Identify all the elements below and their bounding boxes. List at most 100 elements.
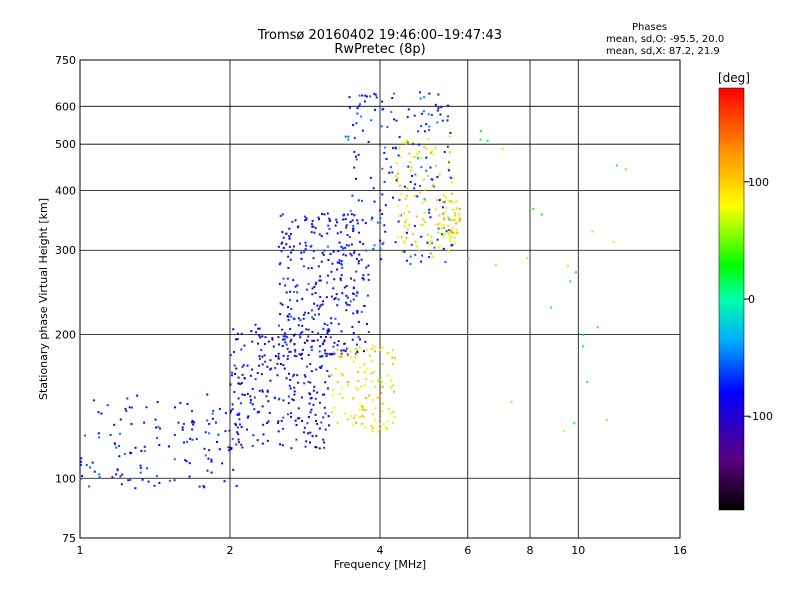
scatter-point [373, 92, 376, 95]
scatter-point [398, 146, 401, 149]
scatter-point [446, 145, 449, 148]
scatter-point [384, 204, 387, 207]
scatter-point [448, 200, 451, 203]
scatter-point [359, 241, 362, 244]
scatter-point [591, 230, 594, 233]
scatter-point [510, 400, 513, 403]
scatter-point [413, 187, 416, 190]
scatter-point [188, 462, 191, 465]
scatter-point [256, 372, 259, 375]
scatter-point [356, 107, 359, 110]
scatter-point [208, 432, 211, 435]
scatter-point [158, 444, 161, 447]
scatter-point [286, 277, 289, 280]
scatter-point [434, 208, 437, 211]
scatter-point [376, 396, 379, 399]
scatter-point [288, 372, 291, 375]
scatter-point [369, 95, 372, 98]
scatter-point [193, 421, 196, 424]
scatter-point [235, 443, 238, 446]
scatter-point [406, 187, 409, 190]
scatter-point [326, 387, 329, 390]
scatter-point [366, 294, 369, 297]
scatter-point [302, 313, 305, 316]
scatter-point [340, 330, 343, 333]
scatter-point [126, 397, 129, 400]
scatter-point [391, 421, 394, 424]
scatter-point [436, 175, 439, 178]
scatter-point [224, 430, 227, 433]
scatter-point [302, 431, 305, 434]
scatter-point [396, 172, 399, 175]
scatter-point [293, 373, 296, 376]
x-tick-label: 2 [227, 544, 234, 557]
scatter-point [426, 174, 429, 177]
scatter-point [282, 246, 285, 249]
scatter-point [155, 426, 158, 429]
scatter-point [287, 413, 290, 416]
scatter-point [390, 386, 393, 389]
scatter-point [300, 251, 303, 254]
scatter-point [379, 209, 382, 212]
scatter-point [287, 318, 290, 321]
scatter-point [294, 333, 297, 336]
y-tick-labels: 75 100 200 300 400 500 600 750 [55, 54, 76, 545]
scatter-point [283, 332, 286, 335]
scatter-point [373, 346, 376, 349]
scatter-point [349, 221, 352, 224]
scatter-point [281, 345, 284, 348]
scatter-point [376, 221, 379, 224]
scatter-point [319, 275, 322, 278]
scatter-point [143, 421, 146, 424]
scatter-point [356, 112, 359, 115]
scatter-point [317, 308, 320, 311]
scatter-point [442, 194, 445, 197]
scatter-point [356, 310, 359, 313]
scatter-point [411, 174, 414, 177]
scatter-point [362, 278, 365, 281]
y-tick-label: 400 [55, 184, 76, 197]
scatter-point [140, 449, 143, 452]
scatter-point [316, 339, 319, 342]
scatter-point [383, 224, 386, 227]
scatter-point [431, 183, 434, 186]
scatter-point [363, 100, 366, 103]
scatter-point [291, 220, 294, 223]
scatter-point [414, 195, 417, 198]
scatter-point [257, 342, 260, 345]
scatter-point [430, 241, 433, 244]
scatter-point [360, 115, 363, 118]
scatter-point [398, 184, 401, 187]
scatter-point [339, 278, 342, 281]
scatter-point [186, 403, 189, 406]
scatter-point [134, 446, 137, 449]
scatter-point [415, 245, 418, 248]
scatter-point [329, 219, 332, 222]
scatter-point [359, 385, 362, 388]
scatter-point [304, 241, 307, 244]
y-tick-label: 300 [55, 244, 76, 257]
scatter-point [277, 324, 280, 327]
scatter-point [259, 336, 262, 339]
scatter-point [313, 231, 316, 234]
scatter-point [181, 428, 184, 431]
scatter-point [412, 155, 415, 158]
scatter-point [419, 97, 422, 100]
scatter-point [340, 245, 343, 248]
scatter-point [251, 444, 254, 447]
scatter-point [281, 328, 284, 331]
scatter-point [420, 224, 423, 227]
scatter-point [341, 292, 344, 295]
scatter-point [293, 393, 296, 396]
scatter-point [406, 205, 409, 208]
scatter-point [367, 278, 370, 281]
scatter-point [79, 478, 82, 481]
scatter-point [371, 360, 374, 363]
scatter-point [360, 258, 363, 261]
scatter-point [448, 231, 451, 234]
scatter-point [280, 242, 283, 245]
scatter-point [258, 410, 261, 413]
scatter-point [322, 438, 325, 441]
scatter-point [330, 373, 333, 376]
scatter-point [404, 198, 407, 201]
